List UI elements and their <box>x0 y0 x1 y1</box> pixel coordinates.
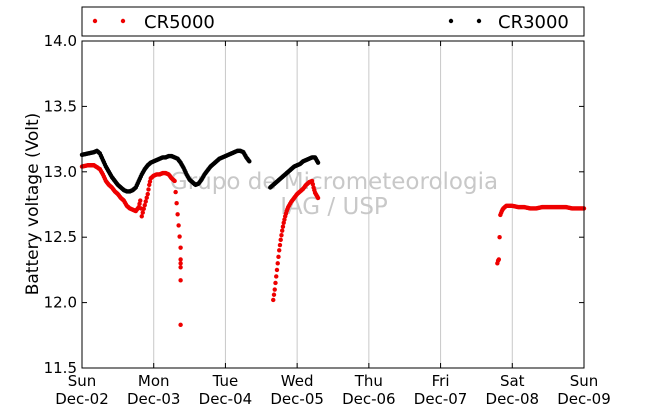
data-point-cr5000 <box>146 187 151 192</box>
x-tick-label-day: Sat <box>500 372 525 390</box>
legend-item-cr3000: CR3000 <box>448 12 569 33</box>
data-point-cr5000 <box>271 297 276 303</box>
data-point-cr5000 <box>173 189 178 195</box>
data-point-cr5000 <box>280 224 286 229</box>
y-tick-label: 11.5 <box>44 359 77 377</box>
x-tick-label-date: Dec-06 <box>342 390 396 408</box>
data-point-cr5000 <box>140 210 145 215</box>
y-tick-label: 14.0 <box>44 32 77 50</box>
data-point-cr5000 <box>176 223 181 228</box>
x-tick-label-date: Dec-08 <box>486 390 540 408</box>
data-point-cr5000 <box>272 287 277 292</box>
y-tick-label: 12.0 <box>44 294 77 312</box>
y-axis-label: Battery voltage (Volt) <box>23 113 43 296</box>
y-tick-label: 13.0 <box>44 163 77 181</box>
data-point-cr5000 <box>275 261 280 266</box>
y-tick-label: 12.5 <box>44 228 77 246</box>
legend-marker-cr5000-a <box>92 18 98 24</box>
data-point-cr5000 <box>143 199 148 204</box>
x-tick-label-day: Thu <box>354 372 383 390</box>
x-tick-label-date: Dec-02 <box>55 390 109 408</box>
data-point-cr5000 <box>178 278 183 283</box>
x-tick-label-day: Sun <box>68 372 97 390</box>
data-point-cr5000 <box>497 235 502 240</box>
legend-marker-cr3000-b <box>476 18 482 24</box>
watermark: Grupo de Micrometeorologia IAG / USP <box>170 169 498 220</box>
data-point-cr5000 <box>278 237 283 243</box>
data-point-cr5000 <box>178 261 183 266</box>
data-point-cr5000 <box>280 228 285 233</box>
legend-label-cr5000: CR5000 <box>144 12 215 33</box>
x-tick-label-date: Dec-03 <box>127 390 181 408</box>
data-point-cr5000 <box>274 267 280 273</box>
axes: SunDec-02MonDec-03TueDec-04WedDec-05ThuD… <box>44 32 611 408</box>
x-tick-label-day: Sun <box>570 372 599 390</box>
legend-box <box>81 6 585 37</box>
x-tick-label-day: Mon <box>138 372 170 390</box>
data-point-cr5000 <box>178 245 183 250</box>
x-tick-label-date: Dec-04 <box>199 390 253 408</box>
data-point-cr5000 <box>277 242 283 248</box>
data-point-cr5000 <box>178 322 183 328</box>
gridlines <box>153 41 513 368</box>
legend-marker-cr5000-b <box>120 18 126 24</box>
data-point-cr5000 <box>172 178 177 184</box>
data-point-cr5000 <box>177 234 182 239</box>
data-point-cr5000 <box>174 200 179 206</box>
x-tick-label-date: Dec-07 <box>414 390 468 408</box>
y-tick-label: 13.5 <box>44 97 77 115</box>
data-points <box>79 148 587 328</box>
data-point-cr5000 <box>175 212 180 217</box>
data-point-cr5000 <box>178 257 183 262</box>
x-tick-label-day: Wed <box>281 372 314 390</box>
data-point-cr5000 <box>277 248 282 253</box>
x-tick-label-day: Fri <box>432 372 450 390</box>
data-point-cr5000 <box>279 233 284 238</box>
x-tick-label-day: Tue <box>212 372 239 390</box>
data-point-cr5000 <box>496 257 502 262</box>
x-tick-label-date: Dec-09 <box>557 390 611 408</box>
data-point-cr3000 <box>315 160 321 165</box>
data-point-cr5000 <box>271 292 277 297</box>
legend-label-cr3000: CR3000 <box>498 12 569 33</box>
data-point-cr3000 <box>247 159 252 164</box>
x-tick-label-date: Dec-05 <box>270 390 324 408</box>
data-point-cr5000 <box>276 254 281 260</box>
data-point-cr5000 <box>141 206 146 212</box>
legend-marker-cr3000-a <box>448 18 454 24</box>
data-point-cr5000 <box>138 198 143 203</box>
watermark-line-2: IAG / USP <box>280 194 388 220</box>
plot-frame <box>81 40 585 369</box>
data-point-cr5000 <box>145 191 150 197</box>
data-point-cr5000 <box>142 202 147 208</box>
data-point-cr5000 <box>178 265 183 270</box>
data-point-cr5000 <box>144 195 149 200</box>
legend-item-cr5000: CR5000 <box>92 12 215 33</box>
data-point-cr5000 <box>274 274 279 279</box>
data-point-cr5000 <box>315 195 321 201</box>
data-point-cr5000 <box>139 214 144 219</box>
watermark-line-1: Grupo de Micrometeorologia <box>170 169 498 195</box>
data-point-cr5000 <box>273 280 278 286</box>
